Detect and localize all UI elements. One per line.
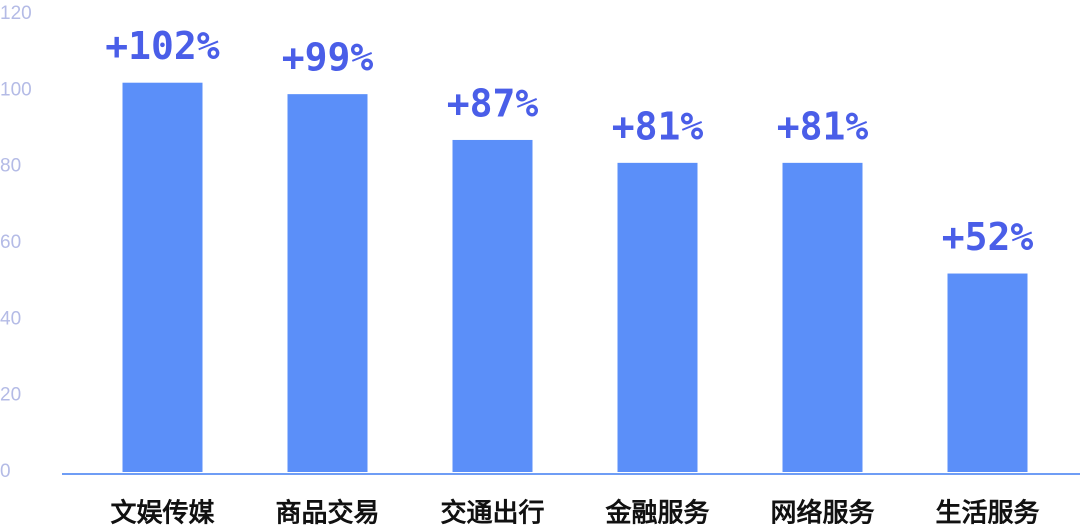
x-tick-label: 生活服务 [935,499,1039,529]
bar [452,139,533,472]
bar [122,82,203,472]
bar [287,94,368,473]
value-label: +81% [612,104,704,148]
y-tick-label: 60 [0,232,21,253]
value-label: +81% [777,104,869,148]
x-tick-label: 网络服务 [770,498,874,529]
x-tick-label: 金融服务 [604,498,709,529]
y-tick-label: 40 [0,308,21,329]
value-label: +99% [282,36,374,80]
y-tick-label: 120 [0,3,32,24]
bar [617,162,698,472]
x-tick-label: 商品交易 [275,498,379,529]
value-label: +102% [105,24,220,68]
x-tick-label: 文娱传媒 [110,498,215,529]
x-tick-label: 交通出行 [440,498,544,529]
y-tick-label: 0 [0,461,11,482]
bar [782,162,863,472]
y-tick-label: 20 [0,385,21,406]
bar [947,273,1028,472]
value-label: +87% [447,81,539,125]
y-tick-label: 80 [0,156,21,177]
value-label: +52% [942,215,1034,259]
y-tick-label: 100 [0,79,32,100]
